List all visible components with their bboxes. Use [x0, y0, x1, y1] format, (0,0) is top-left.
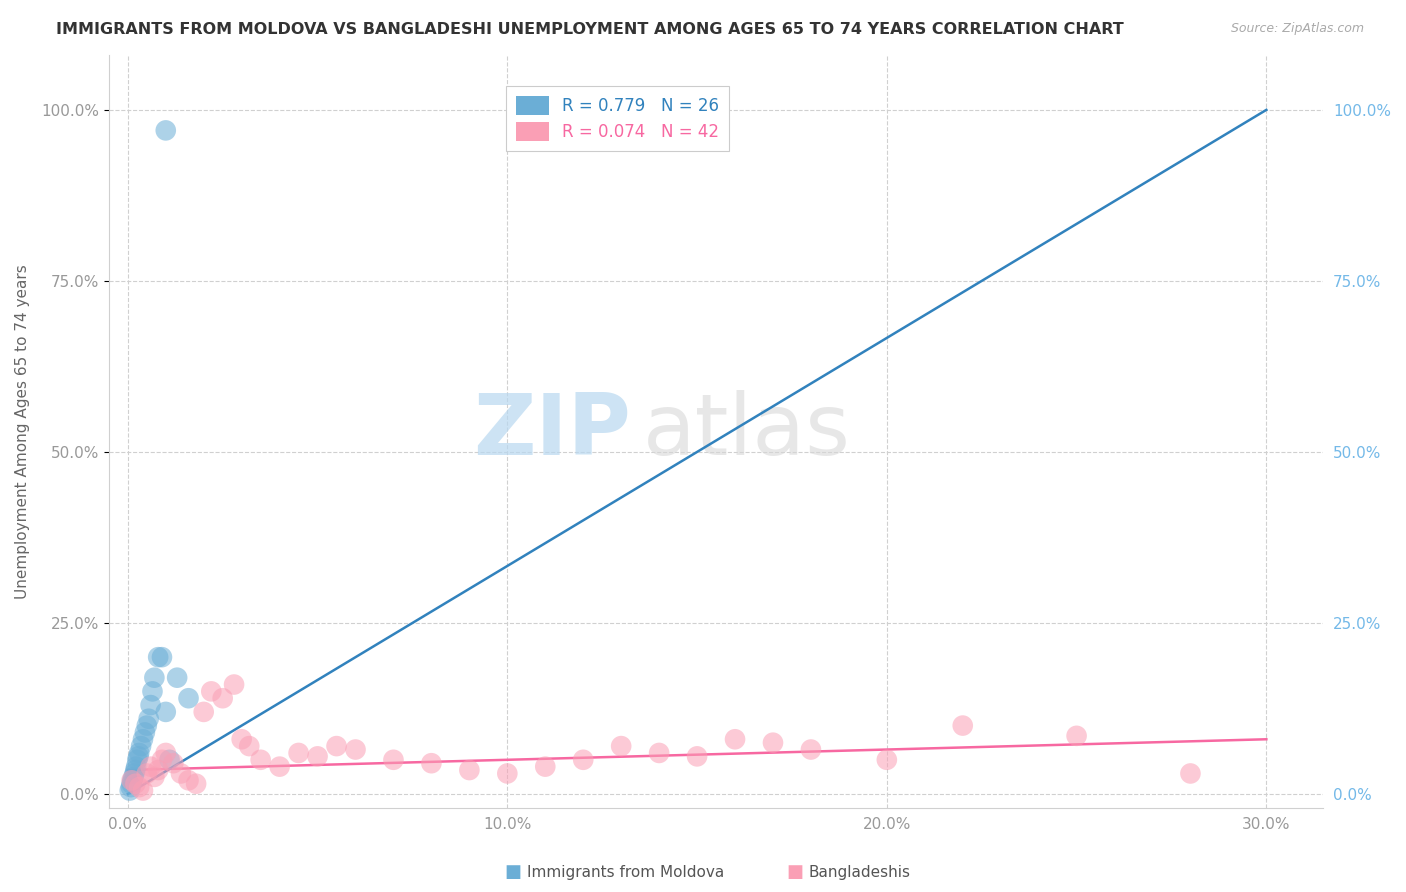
Point	[200, 684, 222, 698]
Text: ■: ■	[786, 863, 803, 881]
Point	[325, 739, 347, 753]
Point	[155, 705, 177, 719]
Point	[143, 770, 166, 784]
Text: ■: ■	[505, 863, 522, 881]
Point	[1066, 729, 1088, 743]
Point	[420, 756, 443, 771]
Point	[610, 739, 633, 753]
Point	[724, 732, 747, 747]
Point	[146, 650, 169, 665]
Point	[139, 698, 162, 712]
Point	[124, 777, 146, 791]
Point	[127, 753, 149, 767]
Point	[124, 766, 146, 780]
Point	[124, 763, 146, 777]
Point	[121, 773, 143, 788]
Point	[458, 763, 481, 777]
Point	[143, 671, 166, 685]
Point	[132, 732, 155, 747]
Point	[146, 763, 169, 777]
Point	[193, 705, 215, 719]
Point	[238, 739, 260, 753]
Point	[134, 725, 156, 739]
Point	[249, 753, 271, 767]
Text: Source: ZipAtlas.com: Source: ZipAtlas.com	[1230, 22, 1364, 36]
Point	[307, 749, 329, 764]
Point	[150, 650, 173, 665]
Point	[155, 746, 177, 760]
Point	[686, 749, 709, 764]
Point	[170, 766, 193, 780]
Point	[135, 766, 157, 780]
Point	[150, 753, 173, 767]
Point	[344, 742, 367, 756]
Point	[762, 736, 785, 750]
Text: atlas: atlas	[643, 390, 851, 473]
Point	[287, 746, 309, 760]
Point	[139, 759, 162, 773]
Legend: R = 0.779   N = 26, R = 0.074   N = 42: R = 0.779 N = 26, R = 0.074 N = 42	[506, 86, 730, 152]
Point	[382, 753, 405, 767]
Point	[184, 777, 207, 791]
Point	[128, 780, 150, 794]
Point	[177, 691, 200, 706]
Point	[177, 773, 200, 788]
Point	[1180, 766, 1202, 780]
Point	[121, 777, 143, 791]
Point	[231, 732, 253, 747]
Point	[118, 783, 141, 797]
Text: Immigrants from Moldova: Immigrants from Moldova	[527, 865, 724, 880]
Point	[128, 746, 150, 760]
Text: ZIP: ZIP	[474, 390, 631, 473]
Point	[159, 753, 181, 767]
Point	[121, 773, 143, 788]
Y-axis label: Unemployment Among Ages 65 to 74 years: Unemployment Among Ages 65 to 74 years	[15, 264, 30, 599]
Point	[162, 756, 184, 771]
Text: Bangladeshis: Bangladeshis	[808, 865, 911, 880]
Text: IMMIGRANTS FROM MOLDOVA VS BANGLADESHI UNEMPLOYMENT AMONG AGES 65 TO 74 YEARS CO: IMMIGRANTS FROM MOLDOVA VS BANGLADESHI U…	[56, 22, 1123, 37]
Point	[269, 759, 291, 773]
Point	[800, 742, 823, 756]
Point	[572, 753, 595, 767]
Point	[129, 739, 152, 753]
Point	[127, 749, 149, 764]
Point	[496, 766, 519, 780]
Point	[166, 671, 188, 685]
Point	[141, 684, 163, 698]
Point	[211, 691, 233, 706]
Point	[876, 753, 898, 767]
Point	[952, 718, 974, 732]
Point	[222, 677, 245, 691]
Point	[122, 770, 145, 784]
Point	[138, 712, 160, 726]
Point	[648, 746, 671, 760]
Point	[125, 759, 148, 773]
Point	[534, 759, 557, 773]
Point	[132, 783, 155, 797]
Point	[135, 718, 157, 732]
Point	[155, 123, 177, 137]
Point	[120, 780, 142, 794]
